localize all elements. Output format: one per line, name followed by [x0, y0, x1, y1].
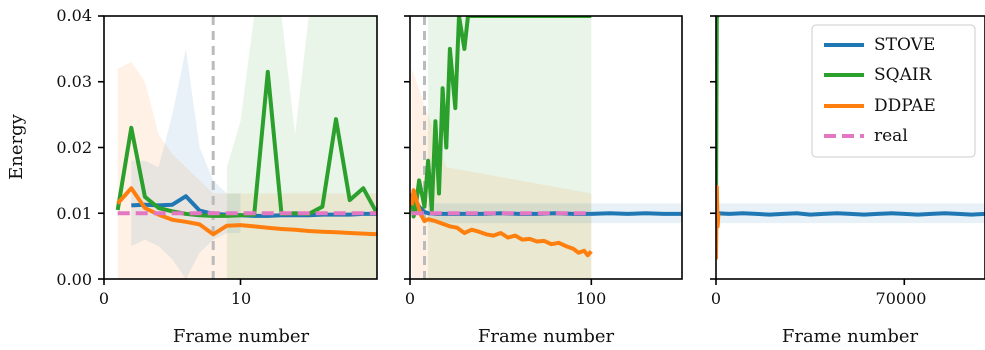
series-line-ddpae — [410, 188, 593, 258]
band-ddpae — [117, 62, 377, 279]
series-line-stove — [716, 211, 985, 217]
band-stove — [131, 48, 241, 279]
plot-area-middle — [410, 16, 682, 279]
series-line-stove — [411, 195, 682, 216]
x-axis-label: Frame number — [782, 326, 919, 347]
y-tick-label: 0.00 — [56, 270, 92, 289]
legend-frame — [811, 24, 976, 158]
band-sqair — [226, 16, 377, 279]
legend-label-stove: STOVE — [874, 35, 935, 55]
x-tick-label: 0 — [711, 289, 721, 308]
x-axis-label: Frame number — [173, 326, 310, 347]
panel-left: Energy 0.00 0.01 0.02 0.03 0.04 0 10 Fra… — [6, 6, 310, 347]
panel-middle: 0 100 Frame number — [405, 289, 615, 347]
y-tick-label: 0.01 — [56, 204, 92, 223]
legend-label-ddpae: DDPAE — [874, 96, 936, 116]
plot-area-left — [115, 16, 377, 279]
y-tick-label: 0.04 — [56, 6, 92, 25]
x-tick-label: 70000 — [876, 289, 927, 308]
y-axis-label: Energy — [6, 113, 27, 180]
series-line-sqair — [410, 16, 592, 219]
x-tick-label: 0 — [405, 289, 415, 308]
y-tick-label: 0.02 — [56, 138, 92, 157]
panel-right: 0 70000 Frame number — [711, 289, 927, 347]
legend-label-real: real — [874, 126, 908, 146]
x-tick-label: 0 — [99, 289, 109, 308]
legend: STOVE SQAIR DDPAE real — [811, 24, 976, 158]
plot-layer — [98, 15, 985, 285]
y-tick-label: 0.03 — [56, 72, 92, 91]
x-axis-label: Frame number — [478, 326, 615, 347]
legend-label-sqair: SQAIR — [874, 65, 933, 85]
x-tick-label: 10 — [231, 289, 251, 308]
x-tick-label: 100 — [576, 289, 607, 308]
y-tick-label-0: 0.00 — [56, 270, 92, 289]
series-line-ddpae — [116, 186, 377, 237]
